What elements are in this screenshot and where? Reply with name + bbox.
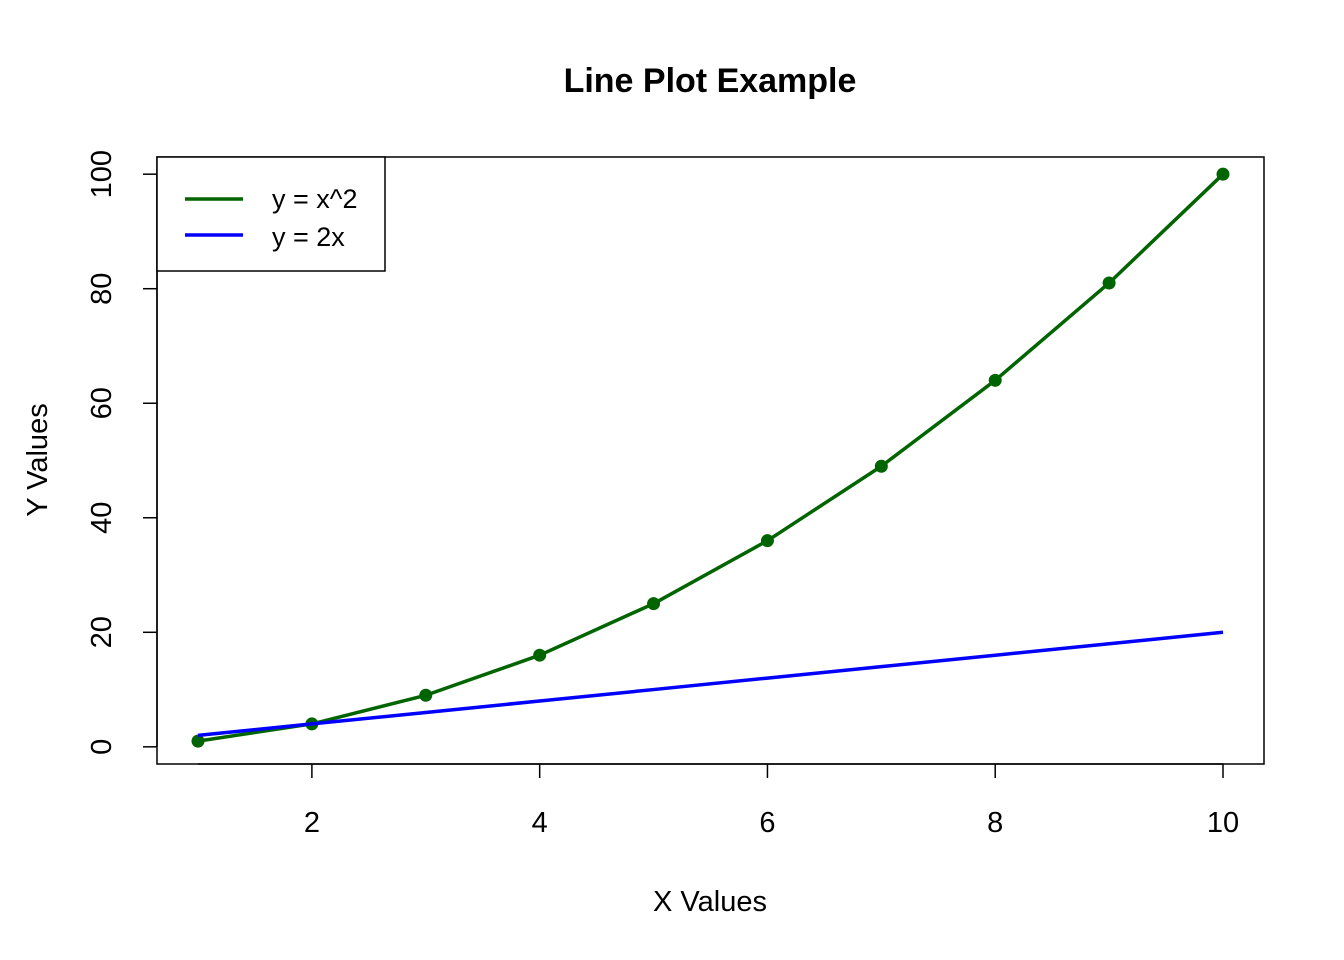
data-point-x-squared — [647, 597, 661, 611]
y-tick-label: 60 — [86, 387, 118, 419]
data-point-x-squared — [1216, 167, 1230, 181]
chart-title: Line Plot Example — [564, 62, 857, 100]
data-point-x-squared — [419, 688, 433, 702]
data-point-x-squared — [760, 534, 774, 548]
data-point-x-squared — [874, 459, 888, 473]
y-tick-label: 0 — [86, 739, 118, 755]
series-line-two-x — [197, 630, 1224, 738]
y-axis-label: Y Values — [22, 403, 54, 516]
y-tick-label: 40 — [86, 502, 118, 534]
y-tick-label: 100 — [86, 150, 118, 198]
series-layer — [191, 167, 1230, 748]
x-tick-label: 10 — [1207, 807, 1239, 839]
x-tick-label: 4 — [532, 807, 548, 839]
data-point-x-squared — [988, 373, 1002, 387]
legend: y = x^2 y = 2x — [156, 156, 386, 272]
data-point-x-squared — [1102, 276, 1116, 290]
legend-label-two-x: y = 2x — [272, 222, 345, 252]
x-tick-label: 6 — [759, 807, 775, 839]
x-tick-label: 8 — [987, 807, 1003, 839]
y-axis: 0 20 40 60 80 100 — [86, 150, 158, 755]
x-tick-label: 2 — [304, 807, 320, 839]
legend-box — [156, 156, 386, 272]
y-tick-label: 20 — [86, 616, 118, 648]
legend-label-x-squared: y = x^2 — [272, 184, 357, 214]
x-axis: 2 4 6 8 10 — [198, 763, 1239, 839]
data-point-x-squared — [533, 648, 547, 662]
data-point-x-squared — [191, 734, 205, 748]
y-tick-label: 80 — [86, 273, 118, 305]
series-line-x-squared — [197, 172, 1225, 743]
x-axis-label: X Values — [653, 886, 767, 918]
